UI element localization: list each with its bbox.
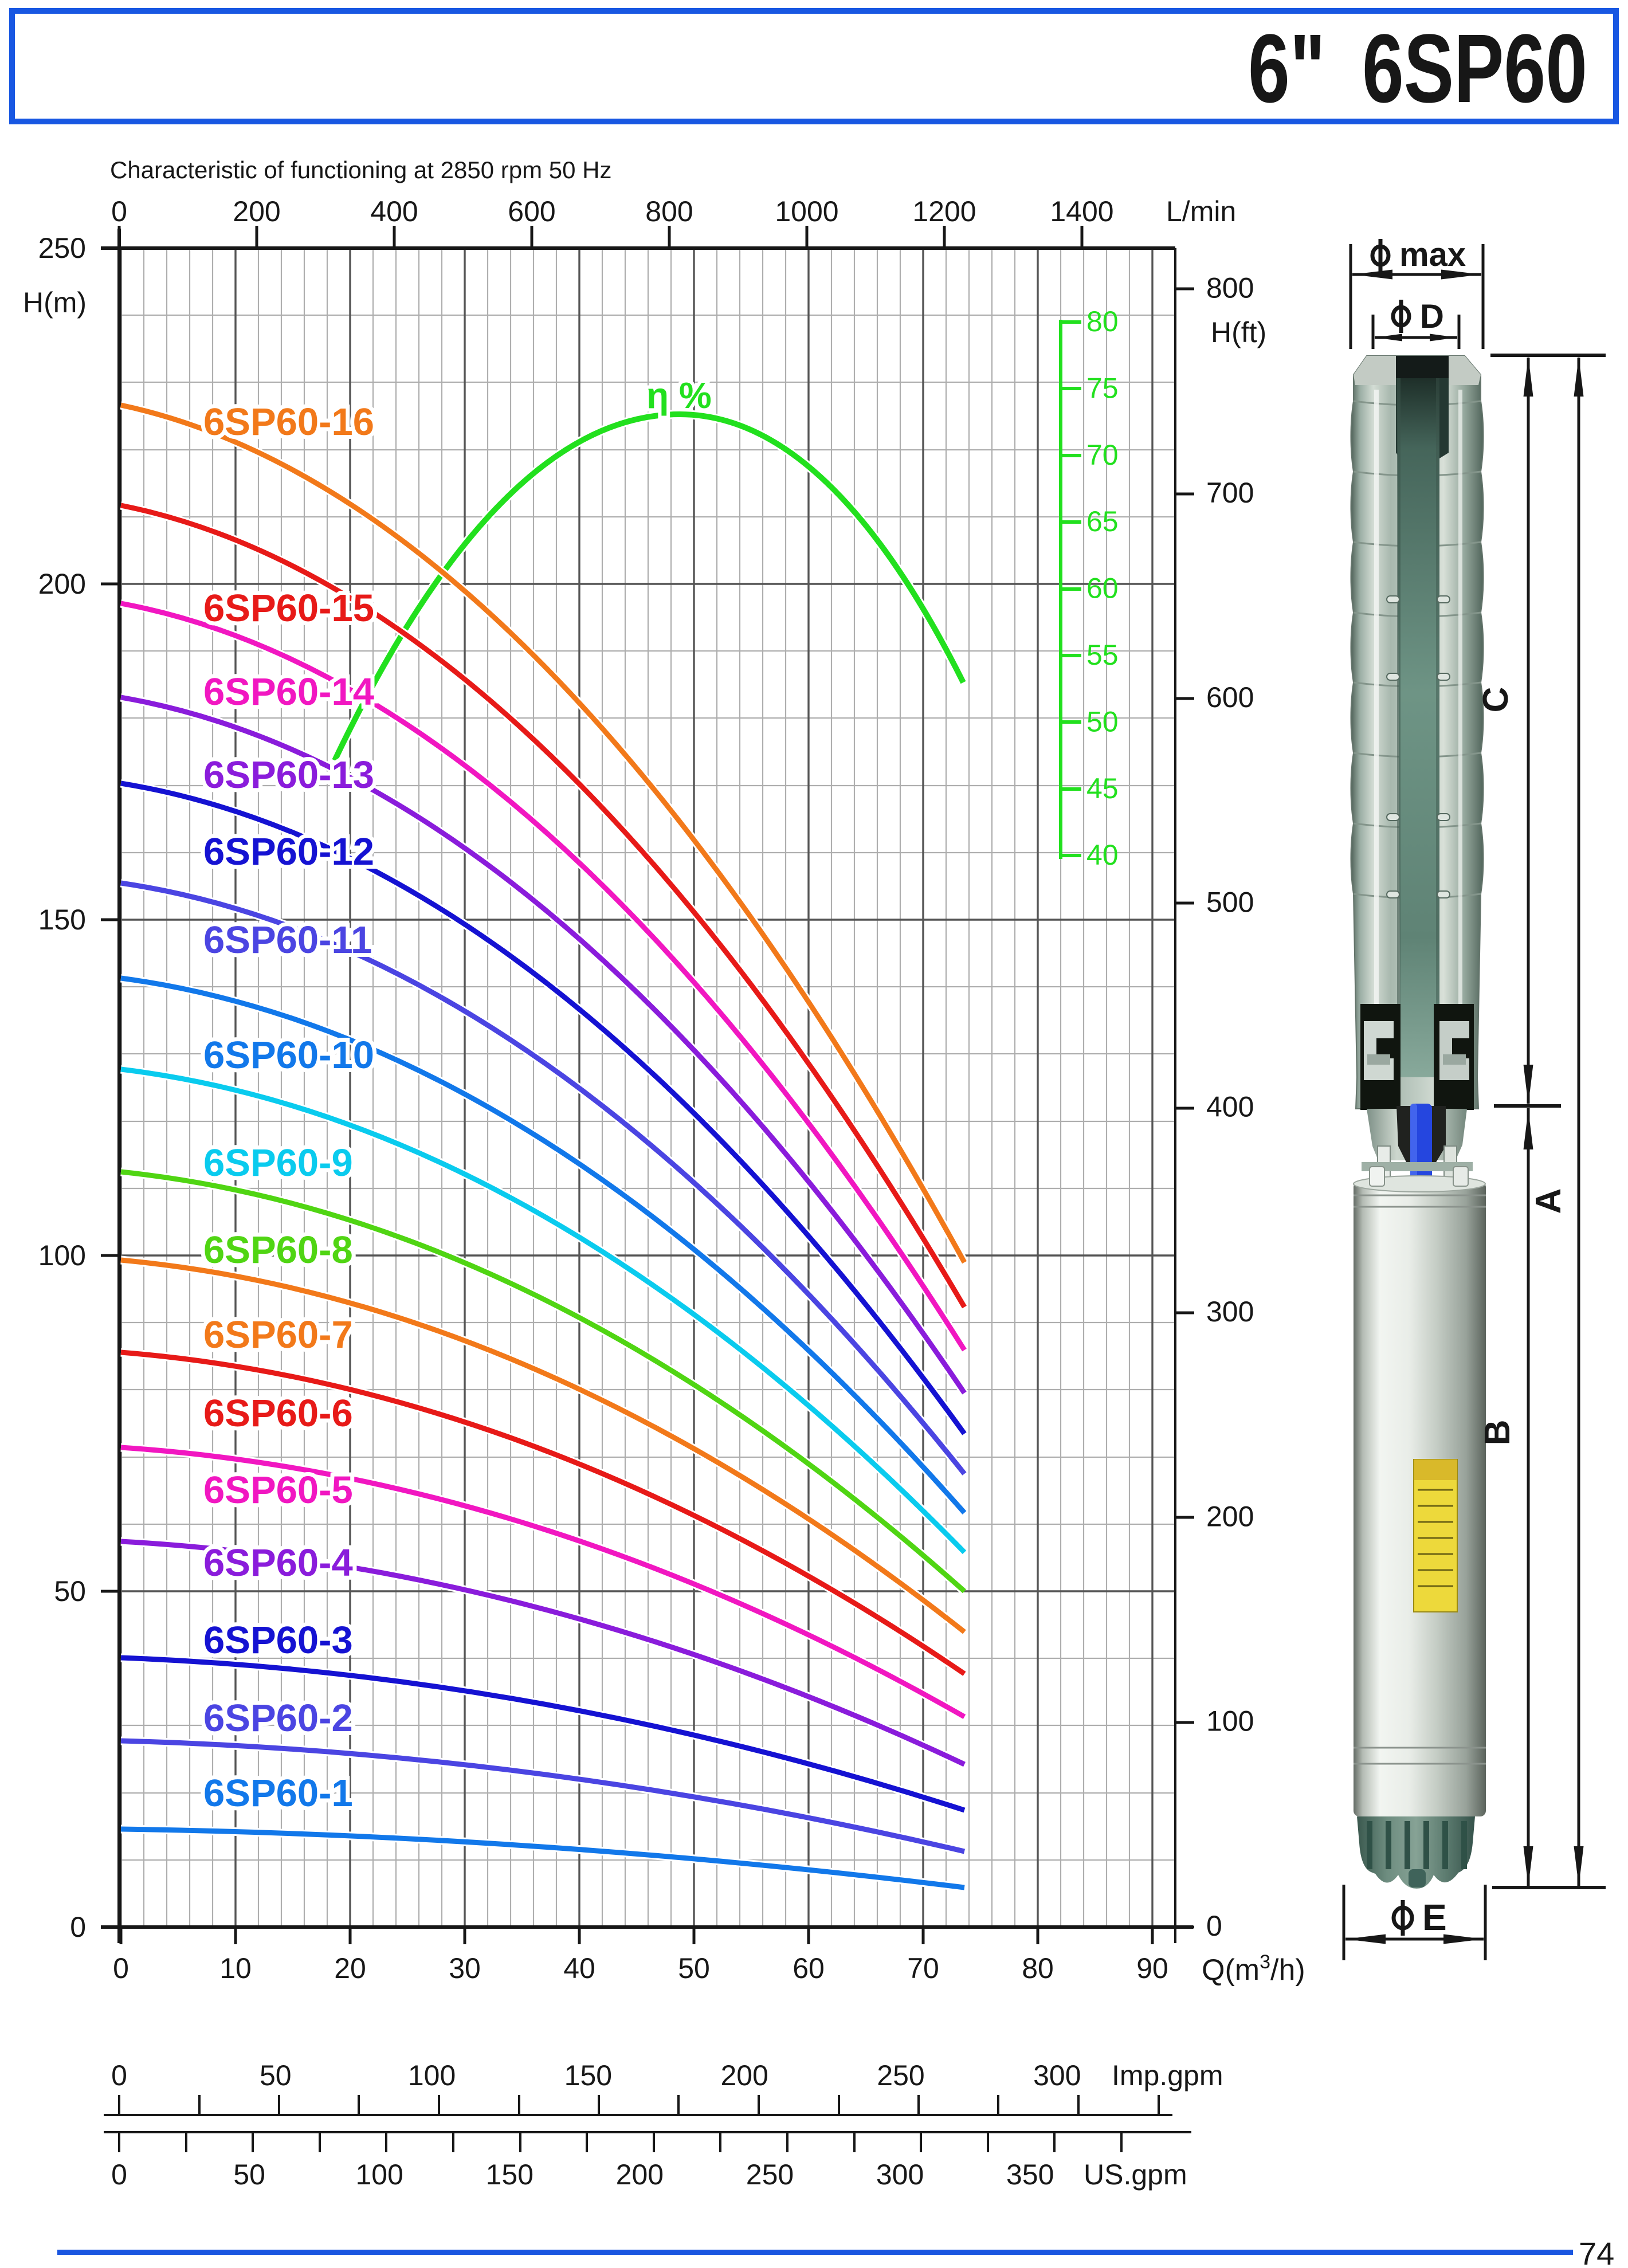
svg-text:50: 50 [678, 1952, 710, 1984]
svg-text:Q(m3/h): Q(m3/h) [1202, 1951, 1305, 1987]
svg-text:40: 40 [1086, 839, 1119, 871]
svg-text:45: 45 [1086, 772, 1119, 805]
svg-text:6SP60-10: 6SP60-10 [203, 1034, 374, 1077]
svg-text:50: 50 [260, 2059, 292, 2092]
svg-text:40: 40 [563, 1952, 595, 1984]
svg-text:150: 150 [564, 2059, 612, 2092]
svg-text:50: 50 [54, 1575, 86, 1607]
svg-text:6SP60-2: 6SP60-2 [203, 1697, 353, 1740]
svg-text:0: 0 [113, 1952, 129, 1984]
svg-text:6SP60-6: 6SP60-6 [203, 1392, 353, 1435]
svg-text:6SP60-12: 6SP60-12 [203, 830, 374, 873]
svg-text:6SP60-16: 6SP60-16 [203, 401, 374, 444]
svg-text:1200: 1200 [912, 195, 976, 227]
svg-text:η %: η % [646, 375, 712, 416]
svg-text:20: 20 [334, 1952, 366, 1984]
svg-text:0: 0 [111, 2059, 127, 2092]
svg-text:250: 250 [746, 2159, 794, 2191]
svg-text:6SP60-13: 6SP60-13 [203, 754, 374, 796]
svg-text:800: 800 [645, 195, 693, 227]
svg-text:C: C [1476, 687, 1516, 713]
svg-text:6SP60-11: 6SP60-11 [203, 919, 372, 962]
svg-text:150: 150 [486, 2159, 533, 2191]
svg-text:74: 74 [1579, 2235, 1614, 2268]
svg-text:200: 200 [233, 195, 280, 227]
svg-text:0: 0 [111, 2159, 127, 2191]
svg-text:10: 10 [219, 1952, 252, 1984]
svg-text:800: 800 [1206, 272, 1254, 304]
svg-text:6SP60-7: 6SP60-7 [203, 1313, 353, 1356]
svg-text:max: max [1399, 236, 1466, 273]
svg-text:100: 100 [38, 1239, 86, 1272]
svg-text:6SP60-15: 6SP60-15 [203, 587, 374, 630]
svg-text:US.gpm: US.gpm [1084, 2159, 1187, 2191]
svg-text:0: 0 [1206, 1910, 1222, 1942]
svg-text:55: 55 [1086, 639, 1119, 671]
svg-text:600: 600 [508, 195, 555, 227]
svg-text:75: 75 [1086, 372, 1119, 404]
svg-text:500: 500 [1206, 886, 1254, 918]
svg-text:0: 0 [111, 195, 127, 227]
svg-text:6": 6" [1248, 15, 1325, 123]
svg-text:B: B [1478, 1420, 1517, 1446]
svg-text:H(ft): H(ft) [1211, 316, 1266, 348]
svg-text:L/min: L/min [1166, 195, 1236, 227]
svg-text:Characteristic of functioning: Characteristic of functioning at 2850 rp… [110, 156, 611, 183]
svg-text:150: 150 [38, 904, 86, 936]
svg-text:6SP60: 6SP60 [1362, 15, 1587, 123]
svg-text:D: D [1420, 298, 1444, 335]
svg-text:70: 70 [1086, 439, 1119, 471]
svg-text:300: 300 [1033, 2059, 1081, 2092]
svg-text:100: 100 [408, 2059, 456, 2092]
svg-text:6SP60-1: 6SP60-1 [203, 1772, 353, 1815]
svg-text:A: A [1529, 1188, 1568, 1214]
svg-text:600: 600 [1206, 681, 1254, 713]
svg-text:1000: 1000 [775, 195, 838, 227]
svg-text:100: 100 [355, 2159, 403, 2191]
svg-text:70: 70 [907, 1952, 939, 1984]
svg-text:350: 350 [1006, 2159, 1054, 2191]
svg-text:200: 200 [1206, 1500, 1254, 1532]
svg-text:6SP60-4: 6SP60-4 [203, 1541, 353, 1584]
svg-text:H(m): H(m) [23, 287, 87, 319]
svg-text:0: 0 [70, 1911, 86, 1943]
svg-text:60: 60 [1086, 572, 1119, 605]
svg-text:300: 300 [1206, 1296, 1254, 1328]
svg-text:200: 200 [38, 568, 86, 600]
svg-text:250: 250 [38, 232, 86, 264]
svg-text:400: 400 [1206, 1091, 1254, 1123]
svg-text:100: 100 [1206, 1705, 1254, 1737]
svg-text:200: 200 [616, 2159, 664, 2191]
svg-text:1400: 1400 [1050, 195, 1113, 227]
svg-text:250: 250 [877, 2059, 924, 2092]
svg-text:400: 400 [370, 195, 418, 227]
svg-text:6SP60-5: 6SP60-5 [203, 1469, 353, 1512]
svg-text:80: 80 [1022, 1952, 1054, 1984]
svg-text:80: 80 [1086, 305, 1119, 338]
svg-text:6SP60-8: 6SP60-8 [203, 1229, 353, 1272]
svg-text:300: 300 [876, 2159, 924, 2191]
svg-text:50: 50 [233, 2159, 265, 2191]
svg-text:6SP60-9: 6SP60-9 [203, 1141, 353, 1184]
svg-text:6SP60-3: 6SP60-3 [203, 1619, 353, 1662]
svg-text:60: 60 [793, 1952, 825, 1984]
svg-text:700: 700 [1206, 477, 1254, 509]
svg-text:E: E [1422, 1897, 1447, 1938]
svg-text:65: 65 [1086, 505, 1119, 537]
svg-text:90: 90 [1136, 1952, 1168, 1984]
svg-text:200: 200 [720, 2059, 768, 2092]
svg-text:50: 50 [1086, 705, 1119, 737]
svg-text:6SP60-14: 6SP60-14 [203, 670, 374, 713]
svg-text:Imp.gpm: Imp.gpm [1112, 2059, 1223, 2092]
svg-text:30: 30 [449, 1952, 481, 1984]
